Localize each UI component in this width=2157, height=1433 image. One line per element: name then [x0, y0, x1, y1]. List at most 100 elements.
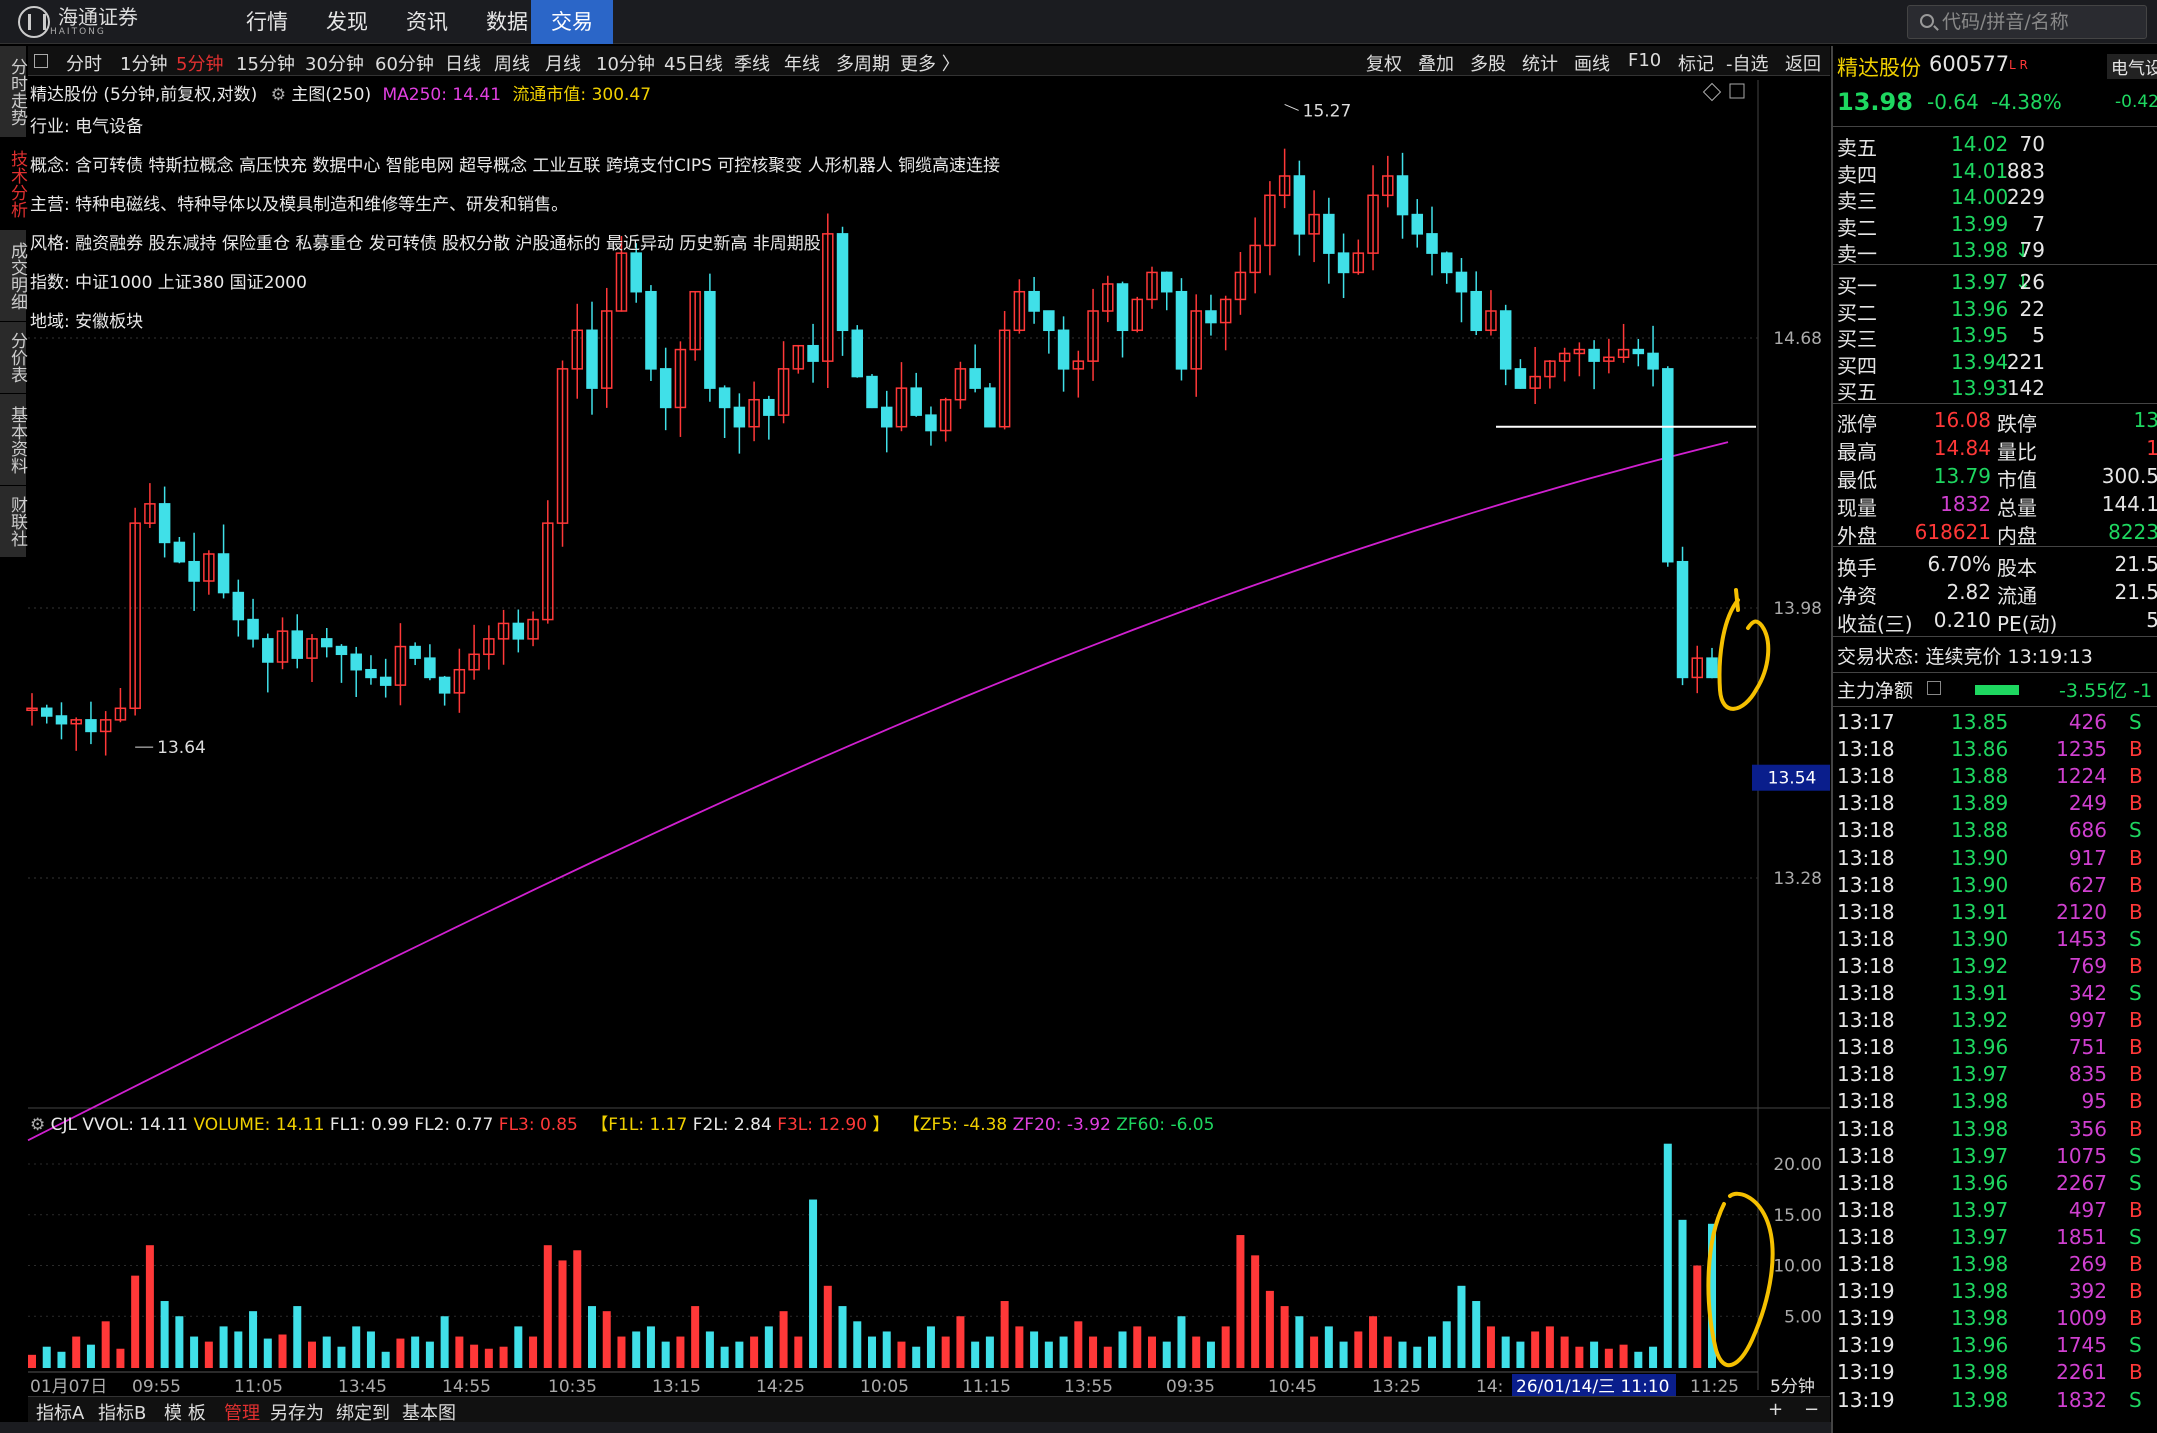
haitong-logo[interactable]: 海通证券 HAITONG	[18, 4, 168, 40]
tick-row[interactable]: 13:18 13.96 2267 S	[1833, 1171, 2157, 1198]
period-more[interactable]: 更多 〉	[900, 54, 960, 75]
nav-news[interactable]: 资讯	[406, 10, 448, 34]
region-value[interactable]: 安徽板块	[75, 312, 144, 332]
tick-row[interactable]: 13:18 13.98 269 B	[1833, 1252, 2157, 1279]
period-quarterly[interactable]: 季线	[734, 54, 770, 75]
search-box[interactable]	[1907, 5, 2147, 39]
tool-draw-line[interactable]: 画线	[1574, 54, 1610, 75]
period-60min[interactable]: 60分钟	[375, 54, 434, 75]
tick-row[interactable]: 13:18 13.96 751 B	[1833, 1035, 2157, 1062]
tick-row[interactable]: 13:18 13.88 686 S	[1833, 818, 2157, 845]
tab-sector[interactable]: 电气设	[2107, 54, 2157, 79]
stat-row[interactable]: 外盘 618621 内盘 8223	[1833, 520, 2157, 548]
style-value[interactable]: 融资融券 股东减持 保险重仓 私募重仓 发可转债 股权分散 沪股通标的 最近异动…	[75, 234, 821, 254]
period-30min[interactable]: 30分钟	[305, 54, 364, 75]
tab-template[interactable]: 模 板	[164, 1403, 206, 1424]
tick-row[interactable]: 13:19 13.98 392 B	[1833, 1279, 2157, 1306]
bid-row[interactable]: 买二 13.96 22	[1833, 297, 2157, 325]
tick-row[interactable]: 13:18 13.98 356 B	[1833, 1117, 2157, 1144]
tick-row[interactable]: 13:18 13.97 1075 S	[1833, 1144, 2157, 1171]
volume-settings-icon[interactable]: ⚙	[30, 1115, 46, 1135]
period-monthly[interactable]: 月线	[545, 54, 581, 75]
tab-intraday[interactable]: 分时走势	[0, 46, 27, 138]
stat-row[interactable]: 最高 14.84 量比 1	[1833, 436, 2157, 464]
period-5min[interactable]: 5分钟	[176, 54, 224, 75]
tick-row[interactable]: 13:18 13.97 1851 S	[1833, 1225, 2157, 1252]
bid-row[interactable]: 买三 13.95 5	[1833, 323, 2157, 351]
stat2-row[interactable]: 收益(三) 0.210 PE(动) 5	[1833, 608, 2157, 636]
search-input[interactable]	[1942, 8, 2142, 36]
tick-row[interactable]: 13:18 13.90 917 B	[1833, 846, 2157, 873]
cjl-label[interactable]: CJL	[50, 1115, 78, 1135]
tick-row[interactable]: 13:18 13.98 95 B	[1833, 1089, 2157, 1116]
tab-save-as[interactable]: 另存为	[270, 1403, 324, 1424]
tab-indicator-b[interactable]: 指标B	[98, 1403, 147, 1424]
nav-discover[interactable]: 发现	[326, 10, 368, 34]
main-chart-label[interactable]: 主图(250)	[291, 85, 372, 105]
ask-row[interactable]: 卖一 13.98 ↓ 79	[1833, 238, 2157, 266]
tool-statistics[interactable]: 统计	[1522, 54, 1558, 75]
tick-row[interactable]: 13:19 13.96 1745 S	[1833, 1333, 2157, 1360]
tick-row[interactable]: 13:19 13.98 1832 S	[1833, 1388, 2157, 1415]
tab-indicator-a[interactable]: 指标A	[36, 1403, 85, 1424]
tick-row[interactable]: 13:18 13.89 249 B	[1833, 791, 2157, 818]
zoom-out-icon[interactable]: −	[1804, 1399, 1820, 1420]
ask-row[interactable]: 卖四 14.01 883	[1833, 159, 2157, 187]
stat2-row[interactable]: 换手 6.70% 股本 21.5	[1833, 552, 2157, 580]
index-value[interactable]: 中证1000 上证380 国证2000	[75, 273, 307, 293]
bid-row[interactable]: 买五 13.93 142	[1833, 376, 2157, 404]
tick-row[interactable]: 13:19 13.98 2261 B	[1833, 1360, 2157, 1387]
nav-data[interactable]: 数据	[486, 10, 528, 34]
period-intraday[interactable]: 分时	[66, 54, 102, 75]
bid-row[interactable]: 买四 13.94 221	[1833, 350, 2157, 378]
tick-row[interactable]: 13:18 13.92 769 B	[1833, 954, 2157, 981]
tab-basic-info[interactable]: 基本资料	[0, 394, 27, 486]
tab-trade-details[interactable]: 成交明细	[0, 230, 27, 322]
tick-row[interactable]: 13:18 13.91 2120 B	[1833, 900, 2157, 927]
tick-row[interactable]: 13:18 13.97 497 B	[1833, 1198, 2157, 1225]
tool-mark[interactable]: 标记	[1678, 54, 1714, 75]
panel-toggle-icon[interactable]	[34, 54, 48, 68]
bid-row[interactable]: 买一 13.97 ↓ 26	[1833, 270, 2157, 298]
tool-remove-watchlist[interactable]: -自选	[1726, 54, 1769, 75]
tick-row[interactable]: 13:18 13.91 342 S	[1833, 981, 2157, 1008]
nav-trade[interactable]: 交易	[531, 0, 613, 44]
tab-manage[interactable]: 管理	[224, 1403, 260, 1424]
ask-row[interactable]: 卖二 13.99 7	[1833, 212, 2157, 240]
tick-row[interactable]: 13:18 13.90 627 B	[1833, 873, 2157, 900]
tick-row[interactable]: 13:19 13.98 1009 B	[1833, 1306, 2157, 1333]
tab-cls-news[interactable]: 财联社	[0, 486, 27, 558]
tick-row[interactable]: 13:18 13.88 1224 B	[1833, 764, 2157, 791]
zoom-in-icon[interactable]: +	[1768, 1399, 1784, 1420]
tab-bind-to[interactable]: 绑定到	[336, 1403, 390, 1424]
main-flow-icon[interactable]	[1927, 681, 1941, 695]
stat2-row[interactable]: 净资 2.82 流通 21.5	[1833, 580, 2157, 608]
tick-row[interactable]: 13:18 13.92 997 B	[1833, 1008, 2157, 1035]
tick-row[interactable]: 13:18 13.90 1453 S	[1833, 927, 2157, 954]
period-1min[interactable]: 1分钟	[120, 54, 168, 75]
period-weekly[interactable]: 周线	[494, 54, 530, 75]
industry-value[interactable]: 电气设备	[75, 117, 144, 137]
tick-row[interactable]: 13:17 13.85 426 S	[1833, 710, 2157, 737]
tab-price-table[interactable]: 分价表	[0, 322, 27, 394]
nav-quotes[interactable]: 行情	[246, 10, 288, 34]
stat-row[interactable]: 最低 13.79 市值 300.5	[1833, 464, 2157, 492]
tab-technical-analysis[interactable]: 技术分析	[0, 138, 27, 230]
tool-f10[interactable]: F10	[1628, 50, 1662, 71]
stock-name[interactable]: 精达股份	[1837, 56, 1921, 80]
period-45day[interactable]: 45日线	[664, 54, 723, 75]
tick-row[interactable]: 13:18 13.97 835 B	[1833, 1062, 2157, 1089]
tool-back[interactable]: 返回	[1785, 54, 1821, 75]
stat-row[interactable]: 现量 1832 总量 144.1	[1833, 492, 2157, 520]
settings-icon[interactable]: ⚙	[270, 85, 286, 105]
period-10min[interactable]: 10分钟	[596, 54, 655, 75]
tool-adjust[interactable]: 复权	[1366, 54, 1402, 75]
ask-row[interactable]: 卖三 14.00 229	[1833, 185, 2157, 213]
period-15min[interactable]: 15分钟	[236, 54, 295, 75]
concept-value[interactable]: 含可转债 特斯拉概念 高压快充 数据中心 智能电网 超导概念 工业互联 跨境支付…	[75, 156, 1001, 176]
period-daily[interactable]: 日线	[445, 54, 481, 75]
period-yearly[interactable]: 年线	[784, 54, 820, 75]
tab-basic-chart[interactable]: 基本图	[402, 1403, 456, 1424]
ask-row[interactable]: 卖五 14.02 70	[1833, 132, 2157, 160]
